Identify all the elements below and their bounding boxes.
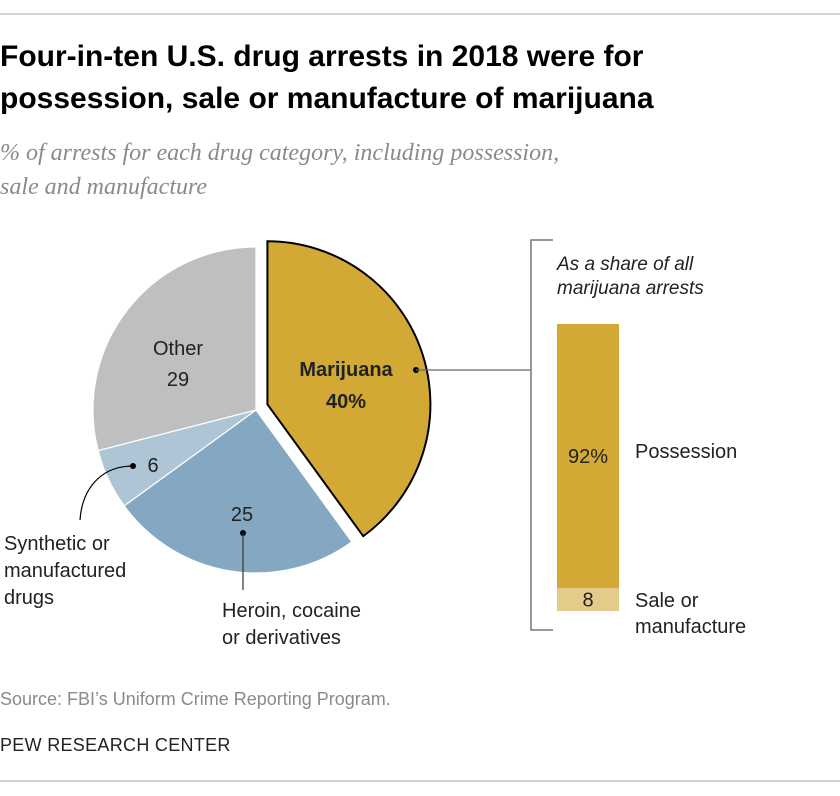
sale-label-line-1: Sale or [635, 590, 699, 612]
other-value: 29 [167, 369, 189, 391]
bracket [530, 239, 553, 631]
title-line-1: Four-in-ten U.S. drug arrests in 2018 we… [0, 40, 644, 73]
synthetic-leader-line [79, 465, 134, 521]
synthetic-label: Synthetic or manufactured drugs [4, 533, 126, 609]
heroin-value: 25 [231, 504, 253, 526]
other-label: Other [153, 338, 203, 360]
synthetic-value: 6 [147, 455, 158, 477]
sale-label-line-2: manufacture [635, 616, 746, 638]
possession-bar-segment [557, 324, 619, 589]
sale-bar-segment [557, 588, 619, 611]
pie-slice-1 [123, 409, 353, 574]
heroin-label-line: Heroin, cocaine [222, 600, 361, 622]
pie-chart [92, 240, 432, 574]
pie-slice-3 [92, 246, 257, 452]
marijuana-value: 40% [326, 391, 366, 413]
source-note: Source: FBI’s Uniform Crime Reporting Pr… [0, 689, 391, 709]
possession-value: 92% [568, 446, 608, 468]
sale-value: 8 [582, 590, 593, 612]
subtitle-line-1: % of arrests for each drug category, inc… [0, 140, 559, 166]
title-line-2: possession, sale or manufacture of marij… [0, 82, 654, 115]
synthetic-label-line: manufactured [4, 560, 126, 582]
marijuana-label: Marijuana [299, 359, 393, 381]
subtitle-line-2: sale and manufacture [0, 174, 207, 200]
brand-logo: PEW RESEARCH CENTER [0, 735, 231, 755]
possession-label: Possession [635, 441, 737, 463]
synthetic-label-line: drugs [4, 587, 54, 609]
heroin-label-line: or derivatives [222, 627, 341, 649]
bar-note-line-1: As a share of all [556, 254, 694, 275]
bar-note-line-2: marijuana arrests [557, 278, 704, 299]
heroin-label: Heroin, cocaine or derivatives [222, 600, 361, 649]
synthetic-label-line: Synthetic or [4, 533, 110, 555]
pie-slice-0 [266, 240, 432, 538]
